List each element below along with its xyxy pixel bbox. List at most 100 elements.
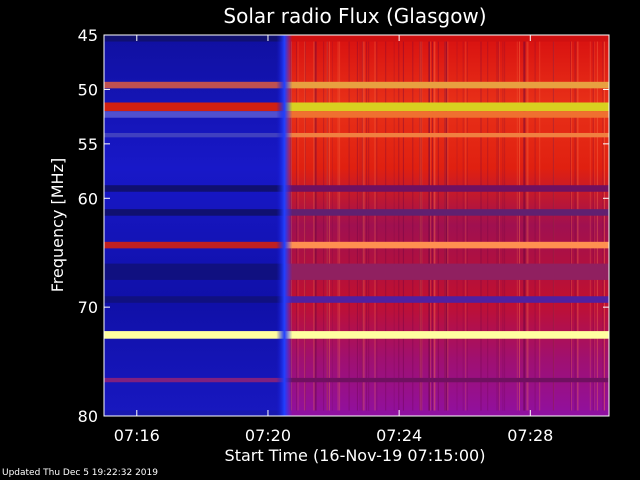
- band-before: [104, 132, 285, 138]
- time-streak: [433, 35, 435, 416]
- time-streak: [385, 35, 387, 416]
- time-streak: [577, 35, 579, 416]
- band-after: [284, 132, 609, 138]
- time-streak: [534, 35, 536, 416]
- time-streak: [445, 35, 447, 416]
- time-streak: [434, 35, 436, 416]
- time-streak: [446, 35, 448, 416]
- band-after: [284, 102, 609, 112]
- time-streak: [337, 35, 339, 416]
- plot-frame: [103, 34, 610, 417]
- time-streak: [363, 35, 365, 416]
- band-before: [104, 331, 285, 339]
- y-axis-ticks: 45 50 55 60 70 80: [78, 26, 609, 426]
- band-before: [104, 35, 285, 42]
- x-tick-label: 07:24: [376, 426, 422, 445]
- band-before: [104, 102, 285, 112]
- time-streak: [594, 35, 596, 416]
- time-streak: [592, 35, 594, 416]
- time-streak: [589, 35, 591, 416]
- time-streak: [398, 35, 400, 416]
- time-streak: [466, 35, 468, 416]
- time-streak: [429, 35, 431, 416]
- time-streak: [596, 35, 598, 416]
- update-timestamp: Updated Thu Dec 5 19:22:32 2019: [2, 468, 158, 478]
- time-streak: [314, 35, 316, 416]
- background-before-burst: [104, 35, 285, 416]
- time-streak: [553, 35, 555, 416]
- time-streak: [314, 35, 316, 416]
- band-before: [104, 296, 285, 303]
- time-streak: [393, 35, 395, 416]
- x-axis-title: Start Time (16-Nov-19 07:15:00): [225, 446, 486, 465]
- band-after: [284, 111, 609, 118]
- time-streak: [313, 35, 315, 416]
- band-after: [284, 331, 609, 339]
- time-streak: [304, 35, 306, 416]
- band-before: [104, 185, 285, 192]
- band-before: [104, 410, 285, 416]
- time-streak: [465, 35, 467, 416]
- time-streak: [376, 35, 378, 416]
- y-tick-label: 55: [78, 135, 98, 154]
- time-streak: [602, 35, 604, 416]
- time-streak: [428, 35, 430, 416]
- time-streak: [419, 35, 421, 416]
- time-streak: [348, 35, 350, 416]
- time-streak: [356, 35, 358, 416]
- time-streak: [304, 35, 306, 416]
- time-streak: [445, 35, 447, 416]
- time-streak: [573, 35, 575, 416]
- time-streak: [571, 35, 572, 416]
- time-streak: [362, 35, 364, 416]
- time-streak: [570, 35, 572, 416]
- time-streak: [523, 35, 525, 416]
- background-after-burst: [284, 35, 609, 416]
- time-streak: [331, 35, 333, 416]
- time-streak: [374, 35, 376, 416]
- y-tick-label: 70: [78, 298, 98, 317]
- y-tick-label: 60: [78, 189, 98, 208]
- time-streak: [519, 35, 520, 416]
- time-streak: [419, 35, 421, 416]
- time-streak: [480, 35, 482, 416]
- time-streak: [487, 35, 489, 416]
- time-streak: [444, 35, 445, 416]
- time-streak: [315, 35, 317, 416]
- y-axis-title: Frequency [MHz]: [48, 158, 67, 292]
- time-streak: [412, 35, 414, 416]
- time-streak: [497, 35, 499, 416]
- time-streak: [603, 35, 605, 416]
- time-streak: [539, 35, 541, 416]
- time-streak: [456, 35, 458, 416]
- time-streak: [437, 35, 439, 416]
- time-streak: [402, 35, 404, 416]
- frequency-bands: [104, 35, 609, 416]
- chart-title: Solar radio Flux (Glasgow): [223, 4, 486, 28]
- time-streak: [524, 35, 526, 416]
- plot-area: [103, 34, 610, 417]
- band-before: [104, 241, 285, 249]
- time-streak: [420, 35, 422, 416]
- time-streak: [523, 35, 525, 416]
- time-streak: [428, 35, 430, 416]
- time-streak: [575, 35, 577, 416]
- time-streak: [328, 35, 330, 416]
- burst-onset-edge: [276, 35, 293, 416]
- time-streak: [326, 35, 328, 416]
- time-streak: [363, 35, 365, 416]
- band-after: [284, 81, 609, 89]
- time-streak: [421, 35, 423, 416]
- time-streak: [527, 35, 529, 416]
- time-streaks: [290, 35, 605, 416]
- band-after: [284, 241, 609, 249]
- x-tick-label: 07:20: [245, 426, 291, 445]
- time-streak: [361, 35, 363, 416]
- band-before: [104, 111, 285, 118]
- y-tick-label: 80: [78, 407, 98, 426]
- x-tick-label: 07:28: [507, 426, 553, 445]
- x-tick-label: 07:16: [114, 426, 160, 445]
- y-tick-label: 45: [78, 26, 98, 45]
- band-after: [284, 410, 609, 416]
- time-streak: [552, 35, 554, 416]
